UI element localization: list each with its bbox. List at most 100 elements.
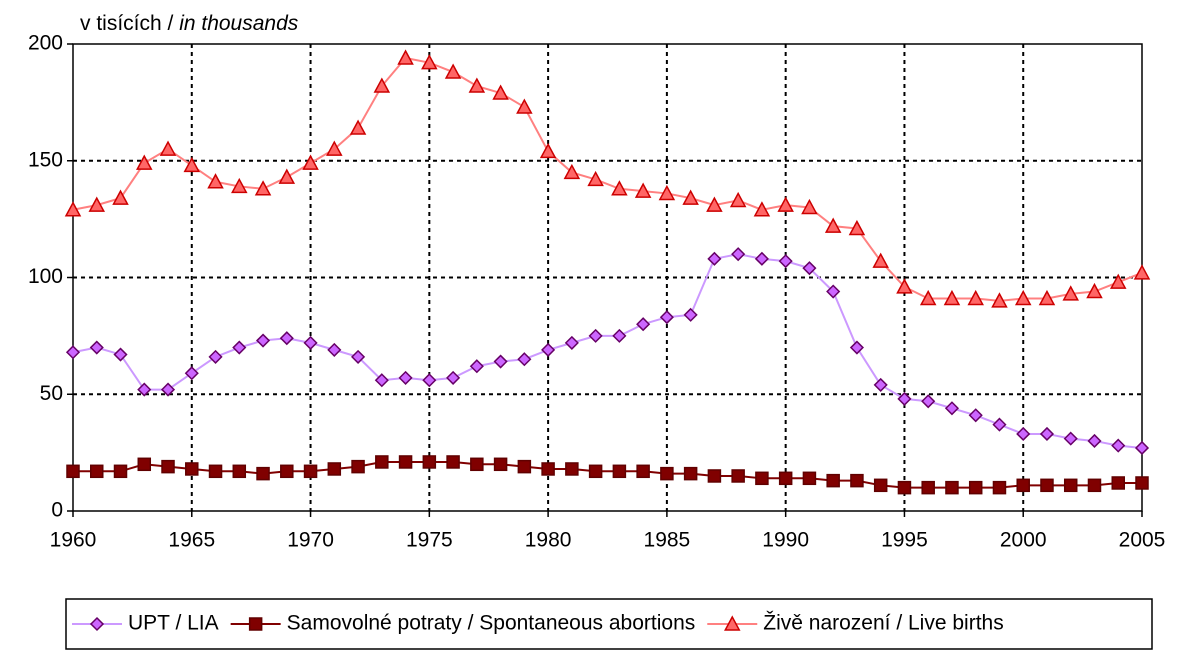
marker	[826, 473, 840, 488]
marker	[636, 317, 651, 332]
marker	[1038, 289, 1056, 306]
marker	[254, 180, 272, 196]
marker	[493, 354, 508, 369]
marker	[1039, 426, 1055, 442]
marker	[541, 342, 556, 357]
marker	[896, 278, 913, 294]
marker	[65, 345, 81, 360]
marker	[1040, 478, 1054, 493]
marker	[706, 196, 723, 212]
marker	[113, 464, 128, 479]
marker	[1111, 476, 1125, 490]
legend-item: Samovolné potraty / Spontaneous abortion…	[230, 612, 696, 635]
marker	[921, 394, 936, 409]
marker	[492, 84, 509, 100]
marker	[801, 198, 818, 215]
marker	[919, 289, 937, 306]
y-tick-label: 150	[28, 148, 63, 171]
legend-label: Samovolné potraty / Spontaneous abortion…	[287, 612, 696, 635]
marker	[280, 464, 294, 479]
y-tick-label: 50	[40, 382, 63, 405]
marker	[89, 616, 105, 632]
marker	[724, 615, 741, 631]
legend-box	[65, 598, 1153, 650]
marker	[231, 177, 248, 194]
y-tick-label: 100	[28, 265, 63, 288]
marker	[349, 119, 367, 135]
x-tick-label: 1990	[762, 529, 809, 552]
marker	[539, 142, 557, 159]
marker	[207, 173, 224, 189]
marker	[1014, 289, 1032, 306]
marker	[113, 347, 128, 362]
marker	[1133, 264, 1151, 280]
marker	[563, 163, 581, 180]
marker	[66, 464, 80, 479]
marker	[968, 480, 983, 495]
marker	[945, 480, 959, 495]
x-tick-label: 2000	[1000, 529, 1047, 552]
marker	[943, 289, 961, 306]
series-line	[72, 56, 1143, 302]
marker	[1134, 440, 1150, 456]
marker	[729, 191, 747, 208]
marker	[660, 466, 674, 481]
marker	[682, 189, 699, 205]
marker	[897, 480, 912, 495]
marker	[351, 349, 366, 364]
marker	[1087, 433, 1102, 449]
marker	[256, 466, 270, 481]
marker	[731, 469, 745, 483]
marker	[327, 462, 342, 476]
marker	[1135, 476, 1149, 490]
marker	[587, 170, 604, 187]
series-line	[72, 253, 1143, 449]
marker	[992, 417, 1007, 432]
marker	[849, 340, 864, 355]
marker	[778, 471, 793, 486]
x-tick-label: 1960	[50, 529, 97, 552]
marker	[64, 201, 82, 217]
marker	[944, 401, 960, 416]
marker	[278, 168, 296, 184]
marker	[468, 77, 486, 93]
marker	[469, 359, 484, 374]
marker	[1086, 282, 1103, 299]
marker	[636, 464, 650, 479]
marker	[327, 342, 342, 357]
marker	[470, 457, 484, 472]
marker	[493, 457, 508, 472]
marker	[850, 473, 864, 488]
y-tick-label: 200	[28, 32, 63, 55]
marker	[446, 370, 461, 385]
marker	[565, 462, 579, 476]
marker	[658, 184, 676, 201]
marker	[326, 140, 343, 156]
x-tick-label: 1970	[287, 529, 334, 552]
marker	[185, 462, 199, 476]
marker	[707, 251, 722, 266]
marker	[802, 261, 817, 276]
marker	[516, 98, 533, 114]
legend-label: UPT / LIA	[128, 612, 219, 635]
marker	[303, 464, 318, 479]
marker	[136, 154, 153, 170]
marker	[777, 196, 794, 212]
marker	[373, 77, 391, 93]
marker	[754, 251, 769, 266]
marker	[422, 373, 437, 388]
y-label-en: in thousands	[179, 12, 299, 35]
marker	[302, 154, 319, 170]
legend-label: Živě narození / Live births	[763, 612, 1003, 635]
marker	[612, 464, 627, 479]
marker	[232, 464, 247, 479]
marker	[255, 333, 271, 348]
marker	[1087, 478, 1102, 493]
marker	[683, 466, 698, 481]
marker	[1109, 273, 1127, 289]
x-tick-label: 1985	[644, 529, 691, 552]
marker	[753, 201, 771, 217]
marker	[873, 377, 888, 392]
marker	[967, 289, 984, 306]
